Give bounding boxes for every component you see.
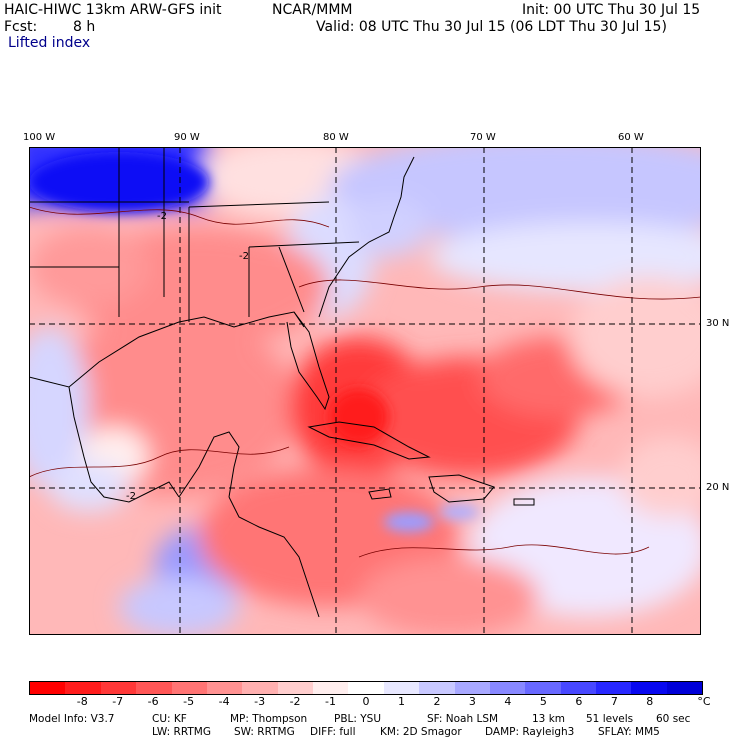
colorbar-swatch bbox=[596, 682, 632, 694]
colorbar-tick-label: 2 bbox=[433, 695, 441, 708]
colorbar-tick-label: 8 bbox=[646, 695, 654, 708]
lon-label-60w: 60 W bbox=[618, 132, 644, 143]
init-time: Init: 00 UTC Thu 30 Jul 15 bbox=[522, 2, 701, 18]
diffusion-option: DIFF: full bbox=[310, 726, 356, 738]
model-title: HAIC-HIWC 13km ARW-GFS init bbox=[4, 2, 222, 18]
microphysics-scheme: MP: Thompson bbox=[230, 713, 308, 725]
shortwave-scheme: SW: RRTMG bbox=[234, 726, 295, 738]
colorbar-tick-label: 6 bbox=[575, 695, 583, 708]
field-name: Lifted index bbox=[8, 35, 91, 51]
forecast-hour: 8 h bbox=[73, 19, 96, 35]
colorbar-swatch bbox=[30, 682, 66, 694]
lon-label-70w: 70 W bbox=[470, 132, 496, 143]
colorbar-swatch bbox=[206, 682, 243, 694]
colorbar-tick-label: -3 bbox=[254, 695, 266, 708]
contour-label: -2 bbox=[157, 211, 167, 222]
colorbar-tick-label: -1 bbox=[325, 695, 336, 708]
colorbar-swatch bbox=[65, 682, 101, 694]
surface-layer-scheme: SFLAY: MM5 bbox=[598, 726, 660, 738]
damping-option: DAMP: Rayleigh3 bbox=[485, 726, 575, 738]
colorbar-tick-label: -2 bbox=[289, 695, 301, 708]
colorbar-swatch bbox=[525, 682, 561, 694]
colorbar-tick-label: -4 bbox=[218, 695, 230, 708]
colorbar-tick-label: 1 bbox=[397, 695, 405, 708]
valid-time: Valid: 08 UTC Thu 30 Jul 15 (06 LDT Thu … bbox=[316, 19, 667, 35]
colorbar-tick-label: 7 bbox=[610, 695, 618, 708]
organization: NCAR/MMM bbox=[272, 2, 353, 18]
forecast-label: Fcst: bbox=[4, 19, 38, 35]
colorbar-tick-label: 5 bbox=[539, 695, 547, 708]
colorbar-tick-label: 4 bbox=[504, 695, 512, 708]
longwave-scheme: LW: RRTMG bbox=[152, 726, 211, 738]
contour-label-3: -2 bbox=[126, 491, 136, 502]
lon-label-90w: 90 W bbox=[174, 132, 200, 143]
km-option: KM: 2D Smagor bbox=[380, 726, 462, 738]
grid-spacing: 13 km bbox=[532, 713, 566, 725]
colorbar-tick-label: -7 bbox=[112, 695, 124, 708]
colorbar-swatch bbox=[419, 682, 455, 694]
colorbar-swatch bbox=[348, 682, 384, 694]
colorbar-swatch bbox=[560, 682, 596, 694]
surface-scheme: SF: Noah LSM bbox=[427, 713, 499, 725]
colorbar-swatch bbox=[666, 682, 703, 694]
colorbar-tick-label: 3 bbox=[468, 695, 476, 708]
colorbar-swatch bbox=[489, 682, 526, 694]
colorbar-swatch bbox=[136, 682, 172, 694]
pbl-scheme: PBL: YSU bbox=[334, 713, 382, 725]
contour-label-2: -2 bbox=[239, 251, 249, 262]
colorbar-swatch bbox=[277, 682, 313, 694]
colorbar-unit: °C bbox=[697, 695, 711, 708]
time-step: 60 sec bbox=[656, 713, 691, 725]
cumulus-scheme: CU: KF bbox=[152, 713, 187, 725]
lon-label-80w: 80 W bbox=[323, 132, 349, 143]
lifted-index-map: -2 -2 -2 bbox=[29, 147, 701, 635]
colorbar-tick-label: -6 bbox=[147, 695, 159, 708]
lat-label-20n: 20 N bbox=[706, 482, 730, 493]
vertical-levels: 51 levels bbox=[586, 713, 634, 725]
lat-label-30n: 30 N bbox=[706, 318, 730, 329]
colorbar-tick-label: -5 bbox=[183, 695, 195, 708]
colorbar bbox=[29, 681, 703, 695]
colorbar-swatch bbox=[313, 682, 349, 694]
model-info: Model Info: V3.7 bbox=[29, 713, 115, 725]
colorbar-swatch bbox=[242, 682, 278, 694]
colorbar-swatch bbox=[100, 682, 137, 694]
colorbar-swatch bbox=[383, 682, 420, 694]
lon-label-100w: 100 W bbox=[23, 132, 56, 143]
colorbar-tick-label: 0 bbox=[362, 695, 370, 708]
colorbar-tick-label: -8 bbox=[76, 695, 88, 708]
colorbar-swatch bbox=[171, 682, 207, 694]
colorbar-swatch bbox=[631, 682, 667, 694]
colorbar-swatch bbox=[454, 682, 490, 694]
